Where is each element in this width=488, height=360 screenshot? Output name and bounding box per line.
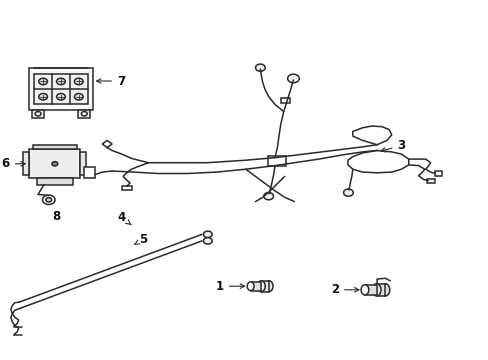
Bar bbox=[84, 167, 95, 178]
Bar bbox=[32, 110, 44, 118]
Bar bbox=[364, 285, 376, 295]
Circle shape bbox=[35, 112, 41, 116]
Bar bbox=[122, 186, 132, 190]
Bar bbox=[427, 179, 434, 183]
Text: 4: 4 bbox=[118, 211, 131, 225]
Text: 8: 8 bbox=[52, 210, 61, 222]
Ellipse shape bbox=[264, 281, 272, 292]
Circle shape bbox=[57, 94, 65, 100]
Circle shape bbox=[343, 189, 352, 196]
Ellipse shape bbox=[380, 284, 389, 296]
Bar bbox=[37, 178, 73, 185]
Circle shape bbox=[203, 238, 212, 244]
Circle shape bbox=[74, 78, 83, 85]
Circle shape bbox=[52, 162, 58, 166]
Text: 6: 6 bbox=[1, 157, 25, 170]
Circle shape bbox=[57, 78, 65, 85]
Text: 3: 3 bbox=[380, 139, 405, 152]
Text: 5: 5 bbox=[134, 233, 147, 246]
Circle shape bbox=[255, 64, 264, 71]
Circle shape bbox=[46, 198, 52, 202]
Bar bbox=[78, 110, 90, 118]
Ellipse shape bbox=[247, 282, 254, 291]
Circle shape bbox=[39, 94, 47, 100]
Circle shape bbox=[39, 78, 47, 85]
Circle shape bbox=[287, 74, 299, 83]
Bar bbox=[29, 149, 80, 178]
Bar bbox=[376, 284, 385, 296]
Bar bbox=[434, 171, 441, 176]
Ellipse shape bbox=[360, 285, 368, 295]
Ellipse shape bbox=[257, 281, 264, 292]
Circle shape bbox=[42, 195, 55, 204]
Circle shape bbox=[203, 231, 212, 238]
Circle shape bbox=[74, 94, 83, 100]
Bar bbox=[250, 282, 261, 291]
Bar bbox=[281, 98, 289, 103]
Circle shape bbox=[81, 112, 87, 116]
Bar bbox=[34, 74, 87, 104]
Bar bbox=[29, 68, 92, 110]
Bar bbox=[267, 156, 285, 166]
Text: 2: 2 bbox=[330, 283, 358, 296]
Circle shape bbox=[263, 193, 273, 200]
Text: 1: 1 bbox=[215, 280, 244, 293]
Bar bbox=[33, 145, 77, 149]
Bar bbox=[80, 152, 86, 175]
Ellipse shape bbox=[371, 284, 380, 296]
Bar bbox=[261, 281, 268, 292]
Bar bbox=[23, 152, 29, 175]
Text: 7: 7 bbox=[97, 75, 125, 87]
